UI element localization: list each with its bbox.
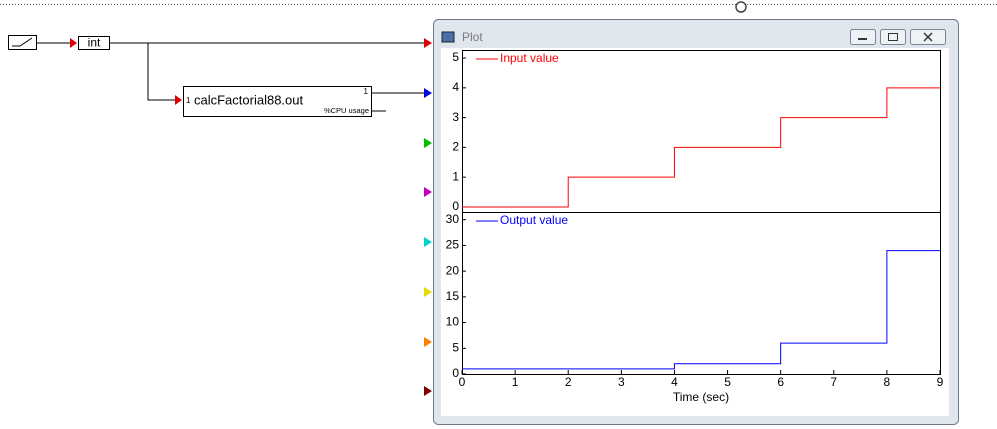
int-block[interactable] xyxy=(78,36,110,50)
y-tick-label: 30 xyxy=(446,212,460,226)
maximize-icon xyxy=(888,33,898,41)
port-label: 1 xyxy=(186,96,191,105)
x-tick-label: 9 xyxy=(937,375,944,389)
plot-client xyxy=(441,48,949,416)
x-tick-label: 8 xyxy=(884,375,891,389)
y-tick-label: 5 xyxy=(452,50,459,64)
resize-handle[interactable] xyxy=(735,1,747,13)
y-tick-label: 0 xyxy=(452,199,459,213)
port-arrow xyxy=(424,386,432,396)
x-tick-label: 4 xyxy=(671,375,678,389)
plot-area xyxy=(462,212,941,375)
close-icon xyxy=(923,32,933,42)
y-tick-label: 20 xyxy=(446,263,460,277)
port-arrow xyxy=(424,337,432,347)
wire xyxy=(147,43,176,101)
x-tick-label: 3 xyxy=(618,375,625,389)
window-icon xyxy=(441,31,455,43)
port-arrow xyxy=(70,38,77,48)
x-tick-label: 5 xyxy=(724,375,731,389)
x-tick-label: 1 xyxy=(512,375,519,389)
data-line xyxy=(462,250,940,370)
port-label: 1 xyxy=(364,87,369,96)
y-tick-label: 1 xyxy=(452,169,459,183)
data-line xyxy=(462,87,940,208)
block-label: int xyxy=(88,36,101,50)
x-tick-label: 2 xyxy=(565,375,572,389)
minimize-button[interactable] xyxy=(850,29,876,45)
port-arrow xyxy=(424,38,432,48)
legend-label: Output value xyxy=(500,213,568,227)
y-tick-label: 25 xyxy=(446,238,460,252)
window-title: Plot xyxy=(462,30,483,44)
port-arrow xyxy=(424,187,432,197)
y-tick-label: 15 xyxy=(446,289,460,303)
y-tick-label: 10 xyxy=(446,315,460,329)
port-label: %CPU usage xyxy=(324,106,369,115)
legend-label: Input value xyxy=(500,51,559,65)
y-tick-label: 5 xyxy=(452,340,459,354)
calc-block[interactable] xyxy=(183,86,372,117)
x-tick-label: 6 xyxy=(777,375,784,389)
port-arrow xyxy=(424,237,432,247)
ramp-block[interactable] xyxy=(8,35,37,50)
y-tick-label: 3 xyxy=(452,110,459,124)
port-arrow xyxy=(424,88,432,98)
x-axis-label: Time (sec) xyxy=(673,390,729,404)
y-tick-label: 0 xyxy=(452,366,459,380)
x-tick-label: 0 xyxy=(459,375,466,389)
maximize-button[interactable] xyxy=(880,29,906,45)
port-arrow xyxy=(424,138,432,148)
port-arrow xyxy=(175,95,182,105)
block-label: calcFactorial88.out xyxy=(194,92,303,107)
plot-ports xyxy=(424,38,432,396)
y-tick-label: 2 xyxy=(452,140,459,154)
ramp-icon xyxy=(12,37,33,47)
y-tick-label: 4 xyxy=(452,80,459,94)
x-tick-label: 7 xyxy=(830,375,837,389)
port-arrow xyxy=(424,287,432,297)
